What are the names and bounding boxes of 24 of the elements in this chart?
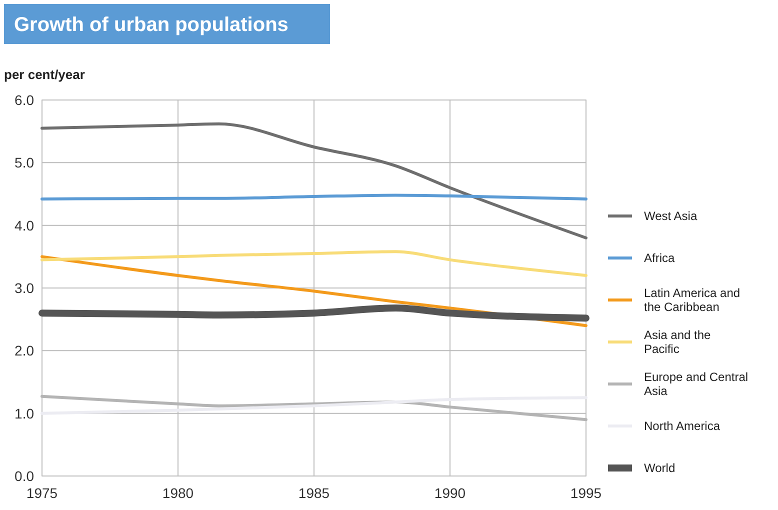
legend-label: North America	[644, 419, 720, 433]
line-series	[40, 122, 588, 240]
legend-label: Africa	[644, 251, 675, 265]
y-tick-label: 3.0	[14, 280, 34, 296]
x-tick-label: 1990	[434, 485, 466, 501]
y-tick-label: 6.0	[14, 92, 34, 108]
y-axis-title: per cent/year	[4, 67, 85, 82]
x-tick-label: 1980	[162, 485, 194, 501]
legend-label: Europe and Central Asia	[644, 370, 748, 398]
legend-label: Asia and the Pacific	[644, 328, 712, 356]
y-tick-label: 5.0	[14, 154, 34, 171]
y-tick-label: 4.0	[14, 217, 34, 234]
line-series	[40, 250, 588, 277]
y-tick-label: 0.0	[14, 468, 34, 484]
x-tick-label: 1995	[570, 485, 602, 501]
y-tick-label: 2.0	[14, 342, 34, 359]
legend-label: West Asia	[644, 209, 698, 223]
x-tick-label: 1975	[26, 485, 58, 501]
line-series	[40, 396, 588, 415]
legend-label: Latin America and the Caribbean	[644, 286, 740, 314]
chart-title: Growth of urban populations	[14, 14, 288, 36]
y-tick-label: 1.0	[14, 405, 34, 422]
legend-label: World	[644, 461, 676, 475]
x-tick-label: 1985	[298, 485, 330, 501]
